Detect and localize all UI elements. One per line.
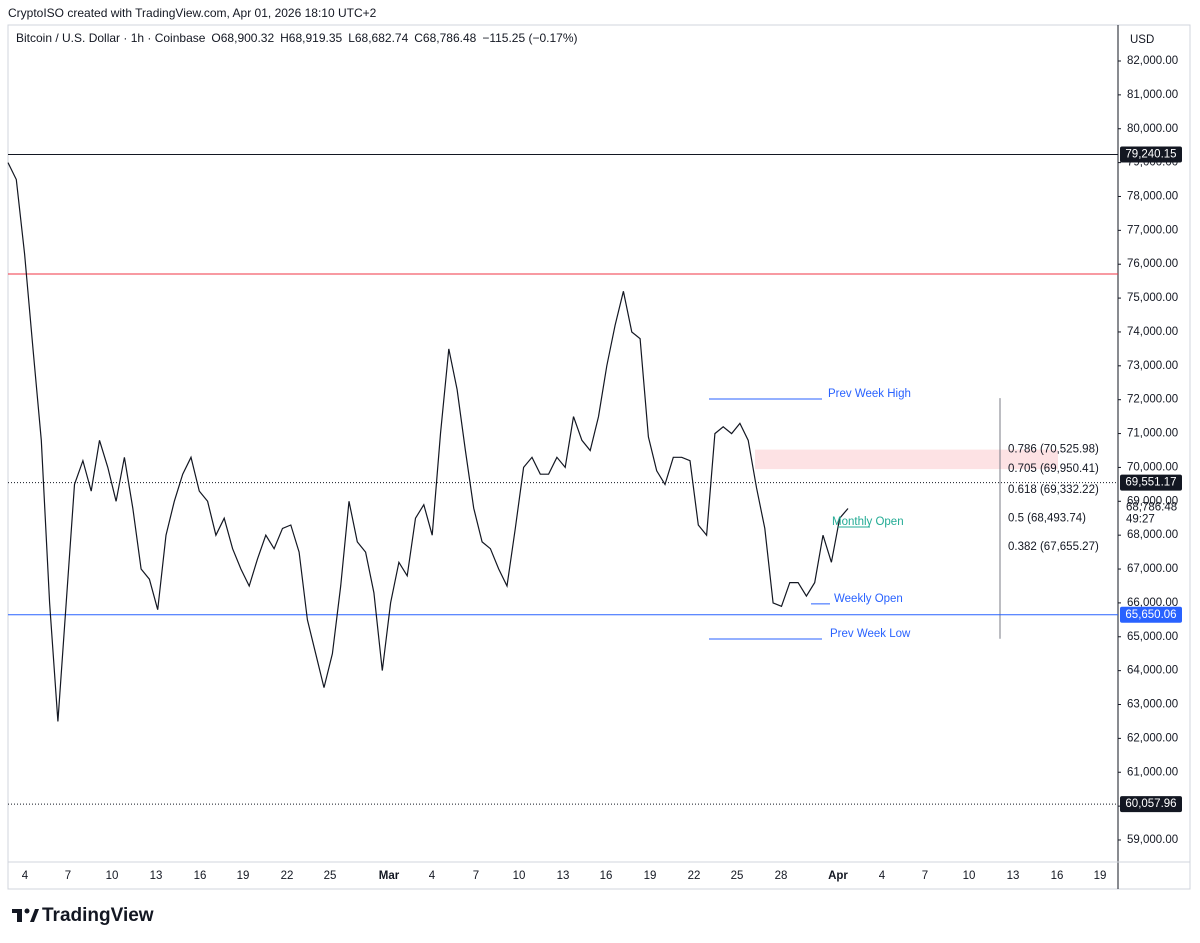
y-tick-label: 69,000.00 [1127, 495, 1178, 507]
x-tick-label: 7 [65, 870, 71, 882]
ohlc-value: C68,786.48 [414, 31, 477, 45]
x-tick-label: 4 [879, 870, 886, 882]
ohlc-value: L68,682.74 [348, 31, 409, 45]
fib-zone [755, 449, 1058, 470]
y-tick-label: 74,000.00 [1127, 326, 1178, 338]
y-tick-label: 76,000.00 [1127, 258, 1178, 270]
x-tick-label: 4 [429, 870, 436, 882]
x-tick-label: Mar [379, 870, 400, 882]
logo [12, 908, 39, 922]
fib-label: 0.618 (69,332.22) [1008, 484, 1099, 496]
level-label: 69,551.17 [1125, 477, 1176, 489]
y-tick-label: 65,000.00 [1127, 631, 1178, 643]
y-tick-label: 67,000.00 [1127, 563, 1178, 575]
y-tick-label: 77,000.00 [1127, 224, 1178, 236]
ohlc-value: −115.25 (−0.17%) [482, 31, 578, 45]
fib-label: 0.5 (68,493.74) [1008, 512, 1086, 524]
y-tick-label: 63,000.00 [1127, 699, 1178, 711]
level-label-box [1120, 606, 1182, 623]
x-tick-label: 25 [731, 870, 744, 882]
x-tick-label: 19 [644, 870, 657, 882]
x-tick-label: 28 [775, 870, 788, 882]
currency: USD [1130, 34, 1154, 46]
level-label: 65,650.06 [1125, 609, 1176, 621]
x-tick-label: Apr [828, 870, 848, 882]
x-tick-label: 16 [1051, 870, 1064, 882]
y-tick-label: 68,000.00 [1127, 529, 1178, 541]
countdown: 49:27 [1126, 514, 1155, 526]
annotation-label: Weekly Open [834, 593, 903, 605]
y-tick-label: 71,000.00 [1127, 428, 1178, 440]
x-tick-label: 22 [281, 870, 294, 882]
x-tick-label: 13 [557, 870, 570, 882]
y-tick-label: 82,000.00 [1127, 55, 1178, 67]
x-tick-label: 10 [513, 870, 526, 882]
ohlc-value: H68,919.35 [280, 31, 343, 45]
frame [7, 24, 1191, 890]
x-tick-label: 16 [600, 870, 613, 882]
y-tick-label: 73,000.00 [1127, 360, 1178, 372]
level-label-box [1120, 796, 1182, 813]
x-tick-label: 25 [324, 870, 337, 882]
y-tick-label: 66,000.00 [1127, 597, 1178, 609]
x-tick-label: 7 [473, 870, 479, 882]
y-tick-label: 81,000.00 [1127, 89, 1178, 101]
header: CryptoISO created with TradingView.com, … [8, 6, 377, 20]
x-tick-label: 10 [963, 870, 976, 882]
x-tick-label: 22 [688, 870, 701, 882]
level-label-box [1120, 474, 1182, 491]
x-tick-label: 4 [22, 870, 29, 882]
annotation-label: Monthly Open [832, 516, 904, 528]
level-label: 79,240.15 [1125, 149, 1176, 161]
fib-label: 0.705 (69,950.41) [1008, 463, 1099, 475]
ohlc-value: O68,900.32 [211, 31, 275, 45]
y-tick-label: 80,000.00 [1127, 123, 1178, 135]
level-label: 60,057.96 [1125, 798, 1176, 810]
y-tick-label: 62,000.00 [1127, 732, 1178, 744]
y-tick-label: 64,000.00 [1127, 665, 1178, 677]
brand: TradingView [42, 905, 154, 926]
x-tick-label: 19 [1094, 870, 1107, 882]
x-tick-label: 13 [1007, 870, 1020, 882]
x-tick-label: 10 [106, 870, 119, 882]
fib-label: 0.382 (67,655.27) [1008, 541, 1099, 553]
x-tick-label: 13 [150, 870, 163, 882]
price-line [7, 162, 849, 722]
annotation-label: Prev Week Low [830, 628, 911, 640]
y-tick-label: 70,000.00 [1127, 461, 1178, 473]
fib-label: 0.786 (70,525.98) [1008, 444, 1099, 456]
symbol-line: Bitcoin / U.S. Dollar · 1h · Coinbase O68… [16, 31, 584, 45]
chart-title: Bitcoin / U.S. Dollar · 1h · Coinbase [16, 31, 206, 45]
y-tick-label: 61,000.00 [1127, 766, 1178, 778]
x-tick-label: 19 [237, 870, 250, 882]
y-tick-label: 59,000.00 [1127, 834, 1178, 846]
y-tick-label: 72,000.00 [1127, 394, 1178, 406]
x-tick-label: 7 [922, 870, 928, 882]
level-label-box [1120, 146, 1182, 163]
y-tick-label: 75,000.00 [1127, 292, 1178, 304]
annotation-label: Prev Week High [828, 388, 911, 400]
last-price: 68,786.48 [1126, 502, 1177, 514]
x-tick-label: 16 [194, 870, 207, 882]
y-tick-label: 78,000.00 [1127, 191, 1178, 203]
